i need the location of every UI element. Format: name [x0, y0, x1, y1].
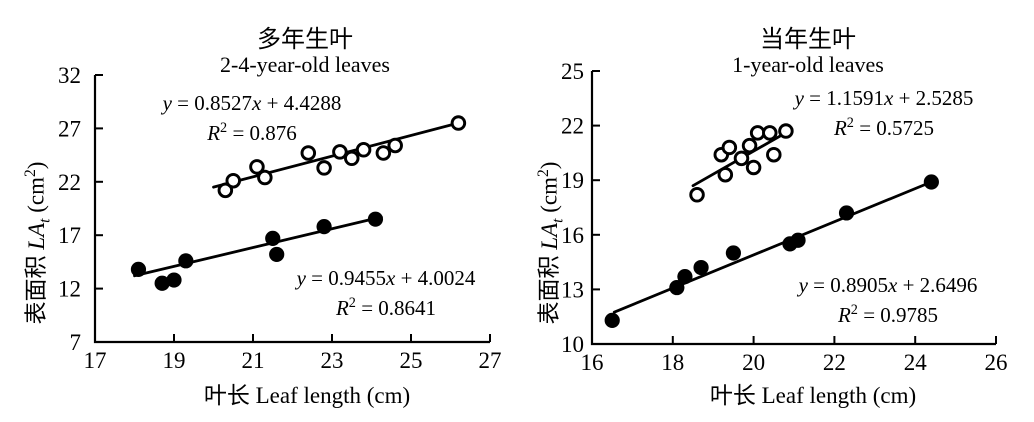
r-squared-text: R2 = 0.8641 [335, 295, 437, 320]
x-tick-label: 17 [84, 348, 107, 373]
equation-text: y = 0.8905x + 2.6496 [798, 273, 978, 297]
x-tick-label: 19 [163, 348, 186, 373]
data-point-filled [316, 219, 332, 235]
chart-current-year-leaves: 16 18 20 22 24 26 10 13 16 19 22 25 当年生叶 1-year-old… [517, 0, 1034, 422]
x-tick-label: 27 [479, 348, 502, 373]
x-tick-label: 16 [581, 350, 604, 375]
y-tick-label: 22 [561, 114, 584, 139]
x-axis-label: 叶长 Leaf length (cm) [709, 383, 917, 408]
r-squared-text: R2 = 0.876 [207, 120, 297, 145]
data-point-open [762, 125, 778, 141]
y-tick-label: 12 [58, 277, 81, 302]
chart-title-cn: 当年生叶 [760, 27, 856, 53]
x-tick-label: 24 [904, 350, 928, 375]
y-axis-label: 表面积 LAt (cm2) [535, 161, 567, 325]
x-tick-label: 20 [742, 350, 765, 375]
data-point-filled [677, 269, 693, 285]
data-point-open [450, 115, 467, 131]
data-point-open [717, 166, 734, 183]
data-point-open [217, 182, 234, 199]
data-point-open [300, 145, 317, 161]
data-point-open [225, 172, 241, 189]
chart-title-cn: 多年生叶 [257, 27, 353, 53]
x-tick-label: 21 [242, 348, 265, 373]
equation-text: y = 1.1591x + 2.5285 [794, 86, 974, 110]
data-point-filled [725, 245, 741, 261]
y-tick-label: 13 [561, 277, 584, 302]
data-point-filled [178, 253, 194, 269]
chart-title-en: 2-4-year-old leaves [220, 52, 390, 77]
x-tick-label: 18 [661, 350, 684, 375]
data-point-open [257, 169, 273, 186]
data-point-filled [166, 272, 182, 288]
x-axis-label: 叶长 Leaf length (cm) [203, 383, 411, 408]
data-point-open [778, 123, 794, 139]
data-point-open [355, 142, 372, 158]
data-point-open [375, 145, 392, 161]
data-point-filled [604, 312, 620, 328]
data-point-open [766, 146, 782, 163]
data-point-filled [367, 211, 384, 227]
data-point-open [721, 139, 738, 156]
data-point-filled [154, 275, 170, 291]
data-point-open [745, 159, 762, 176]
data-point-filled [790, 232, 806, 248]
data-point-open [733, 150, 750, 167]
r-squared-text: R2 = 0.9785 [837, 302, 939, 327]
chart-canvas-right: 16 18 20 22 24 26 10 13 16 19 22 25 [561, 59, 1008, 375]
chart-perennial-leaves: 17 19 21 23 25 27 7 12 17 22 27 32 多年生叶 2-4-year-ol… [22, 27, 506, 408]
data-point-filled [669, 279, 685, 296]
x-tick-label: 25 [400, 348, 423, 373]
trendline [612, 179, 935, 314]
y-axis-label: 表面积 LAt (cm2) [22, 161, 54, 325]
trendline [133, 215, 383, 278]
equation-filled-series: y = 0.8905x + 2.6496 R2 = 0.9785 [768, 273, 1008, 328]
data-point-filled [269, 246, 285, 263]
data-point-filled [838, 205, 855, 221]
chart-title: 当年生叶 1-year-old leaves [658, 27, 958, 77]
y-tick-label: 16 [561, 223, 584, 248]
data-point-open [741, 137, 758, 154]
equation-text: y = 0.8527x + 4.4288 [162, 91, 342, 115]
chart-title-en: 1-year-old leaves [732, 52, 884, 77]
data-point-open [332, 144, 348, 160]
data-point-open [344, 150, 360, 167]
chart-title: 多年生叶 2-4-year-old leaves [155, 27, 455, 77]
y-tick-label: 10 [561, 332, 584, 357]
equation-open-series: y = 1.1591x + 2.5285 R2 = 0.5725 [764, 86, 1004, 141]
data-point-filled [693, 259, 709, 276]
data-point-filled [923, 174, 939, 190]
x-tick-label: 22 [823, 350, 846, 375]
chart-canvas-left: 17 19 21 23 25 27 7 12 17 22 27 32 [58, 63, 502, 373]
y-tick-label: 25 [561, 59, 584, 84]
data-point-open [249, 159, 265, 175]
r-squared-text: R2 = 0.5725 [833, 115, 935, 140]
data-point-open [316, 160, 332, 176]
data-point-open [689, 187, 705, 203]
y-tick-label: 27 [58, 116, 81, 141]
equation-text: y = 0.9455x + 4.0024 [296, 266, 476, 290]
x-tick-label: 26 [985, 350, 1008, 375]
x-tick-label: 23 [321, 348, 344, 373]
y-tick-label: 32 [58, 63, 81, 88]
y-tick-label: 19 [561, 168, 584, 193]
data-point-filled [265, 230, 281, 247]
equation-open-series: y = 0.8527x + 4.4288 R2 = 0.876 [132, 91, 372, 146]
equation-filled-series: y = 0.9455x + 4.0024 R2 = 0.8641 [266, 266, 506, 321]
data-point-open [387, 137, 403, 154]
y-tick-label: 17 [58, 223, 81, 248]
y-tick-label: 7 [70, 330, 82, 355]
data-point-filled [130, 261, 147, 277]
y-tick-label: 22 [58, 170, 81, 195]
